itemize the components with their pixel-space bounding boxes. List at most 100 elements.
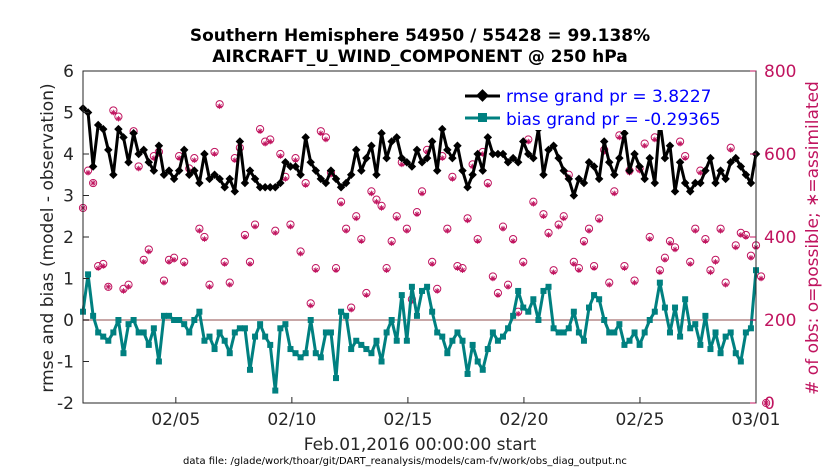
bias-point (575, 329, 582, 336)
rmse-point (503, 158, 513, 167)
obs-assimilated-marker (454, 265, 461, 271)
right-tick-label: 400 (764, 228, 796, 248)
rmse-point (215, 174, 224, 184)
rmse-point (164, 166, 174, 175)
rmse-point (387, 137, 396, 146)
obs-assimilated-marker (292, 157, 299, 164)
obs-assimilated-marker (398, 161, 405, 168)
bias-point (505, 325, 512, 332)
bias-point (236, 325, 243, 332)
bias-point (287, 346, 294, 353)
obs-assimilated-marker (606, 281, 613, 288)
y-axis-label-left: rmse and bias (model - observation) (38, 83, 58, 392)
bias-point (282, 321, 289, 328)
bias-point (196, 308, 203, 315)
bias-point (535, 317, 542, 323)
rmse-point (432, 166, 442, 175)
rmse-point (149, 166, 159, 175)
bias-point (95, 329, 102, 336)
rmse-point (93, 120, 103, 130)
bias-point (171, 317, 178, 323)
obs-assimilated-marker (166, 259, 172, 265)
bias-point (707, 346, 714, 353)
bias-point (378, 358, 385, 365)
obs-assimilated-marker (191, 157, 198, 164)
bias-point (403, 337, 410, 344)
obs-assimilated-marker (621, 265, 628, 271)
obs-assimilated-marker (232, 157, 238, 164)
left-tick-label: 1 (63, 270, 74, 290)
bias-point (540, 287, 547, 294)
obs-possible-marker (89, 178, 98, 188)
x-tick-label: 02/05 (151, 410, 200, 430)
rmse-point (144, 158, 154, 167)
bias-point (317, 354, 324, 361)
bias-point (277, 325, 284, 332)
rmse-point (468, 170, 477, 179)
obs-assimilated-marker (611, 190, 618, 197)
rmse-point (265, 182, 275, 192)
bias-point (565, 325, 572, 332)
rmse-point (316, 174, 326, 184)
obs-assimilated-marker (287, 223, 294, 230)
obs-assimilated-marker (404, 227, 410, 234)
right-axis-ticks: 0 200 400 600 800 (750, 62, 796, 414)
bias-point (408, 283, 415, 290)
obs-assimilated-marker (540, 213, 547, 220)
rmse-point (179, 145, 189, 155)
rmse-point (402, 158, 412, 167)
right-tick-label: 800 (764, 62, 796, 82)
bias-point (717, 350, 724, 357)
obs-assimilated-marker (95, 265, 101, 271)
bias-point (520, 304, 527, 311)
bias-point (424, 283, 431, 290)
rmse-point (190, 166, 199, 175)
obs-assimilated-marker (591, 265, 597, 271)
bias-point (494, 337, 501, 344)
right-tick-label: 600 (764, 145, 796, 165)
bias-point (120, 350, 127, 357)
bias-point (560, 329, 567, 336)
rmse-point (195, 178, 204, 188)
obs-assimilated-marker (368, 190, 375, 197)
bias-point (697, 341, 704, 348)
bias-point (651, 308, 658, 315)
bias-point (737, 358, 744, 365)
obs-assimilated-marker (682, 155, 688, 161)
bias-point (327, 329, 334, 336)
rmse-point (230, 187, 240, 196)
bias-point (85, 271, 92, 278)
obs-assimilated-marker (312, 267, 319, 273)
obs-assimilated-marker (383, 267, 390, 273)
bias-point (459, 337, 466, 344)
right-tick-label: 0 (764, 394, 775, 414)
rmse-point (326, 166, 336, 175)
obs-assimilated-marker (464, 217, 471, 224)
rmse-point (260, 182, 270, 192)
left-tick-label: 0 (63, 311, 74, 331)
obs-assimilated-marker (226, 281, 233, 288)
bias-point (272, 387, 279, 394)
bias-point (666, 329, 673, 336)
bias-point (292, 350, 299, 357)
obs-assimilated-marker (333, 267, 339, 273)
bias-point (479, 366, 486, 373)
bias-point (525, 308, 532, 315)
bias-point (100, 333, 107, 340)
rmse-point (412, 145, 422, 155)
obs-assimilated-marker (125, 284, 132, 290)
bias-point (257, 321, 264, 328)
x-tick-label: 02/25 (615, 410, 664, 430)
x-axis-label: Feb.01,2016 00:00:00 start (304, 435, 537, 455)
bias-point (631, 329, 638, 336)
obs-assimilated-marker (358, 238, 365, 244)
obs-assimilated-marker (449, 176, 456, 182)
bias-point (353, 337, 360, 344)
bias-point (555, 329, 562, 336)
obs-assimilated-marker (748, 254, 754, 261)
left-tick-label: 5 (63, 104, 74, 124)
bias-point (591, 292, 598, 299)
rmse-point (453, 141, 462, 150)
obs-assimilated-marker (596, 217, 602, 224)
